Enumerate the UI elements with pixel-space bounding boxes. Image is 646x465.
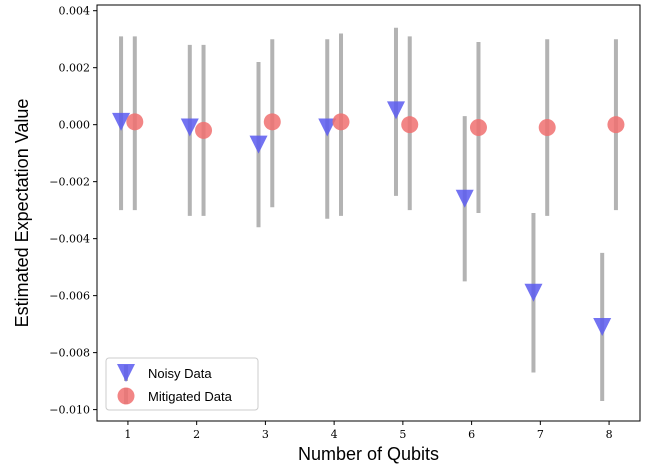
noisy-data-point [180, 118, 199, 137]
y-tick-label: 0.000 [59, 119, 91, 132]
x-tick-label: 5 [399, 428, 406, 441]
noisy-data-point [318, 118, 337, 137]
noisy-data-point [455, 189, 474, 208]
y-tick-label: −0.008 [49, 347, 90, 360]
y-tick-label: −0.002 [49, 176, 90, 189]
legend-label: Mitigated Data [148, 389, 233, 404]
mitigated-data-point [263, 113, 281, 131]
mitigated-data-point [332, 113, 350, 131]
x-tick-label: 3 [262, 428, 269, 441]
x-tick-label: 6 [468, 428, 475, 441]
y-axis-label: Estimated Expectation Value [12, 99, 32, 328]
legend-box [105, 357, 259, 411]
x-axis-label: Number of Qubits [298, 444, 439, 464]
x-tick-label: 1 [124, 428, 131, 441]
mitigated-data-point [195, 121, 213, 139]
errorbars-layer [119, 27, 618, 402]
y-tick-label: 0.002 [59, 62, 91, 75]
noisy-data-point [112, 112, 131, 131]
x-tick-label: 2 [193, 428, 200, 441]
mitigated-data-point [538, 119, 556, 137]
x-tick-label: 7 [537, 428, 544, 441]
mitigated-data-point [469, 119, 487, 137]
plot-frame [96, 4, 641, 422]
x-tick-label: 4 [331, 428, 338, 441]
legend: Noisy Data Mitigated Data [105, 357, 259, 411]
y-tick-label: −0.004 [49, 233, 90, 246]
mitigated-data-point [401, 116, 419, 134]
legend-triangle-marker [117, 364, 135, 382]
y-tick-label: −0.006 [49, 290, 90, 303]
x-tick-label: 8 [606, 428, 613, 441]
noisy-data-point [386, 101, 405, 120]
noisy-data-point [249, 135, 268, 154]
noisy-data-point [524, 283, 543, 302]
mitigated-data-point [126, 113, 144, 131]
y-tick-label: −0.010 [49, 404, 90, 417]
noisy-data-point [593, 317, 612, 336]
mitigated-data-point [607, 116, 625, 134]
legend-circle-marker [117, 387, 135, 405]
y-tick-label: 0.004 [59, 5, 91, 18]
legend-label: Noisy Data [148, 366, 212, 381]
markers-layer [112, 101, 625, 336]
y-axis-ticks: −0.010 −0.008 −0.006 −0.004 −0.002 0.000 0.002… [49, 5, 97, 417]
x-axis-ticks: 1 2 3 4 5 6 7 8 [124, 421, 613, 441]
